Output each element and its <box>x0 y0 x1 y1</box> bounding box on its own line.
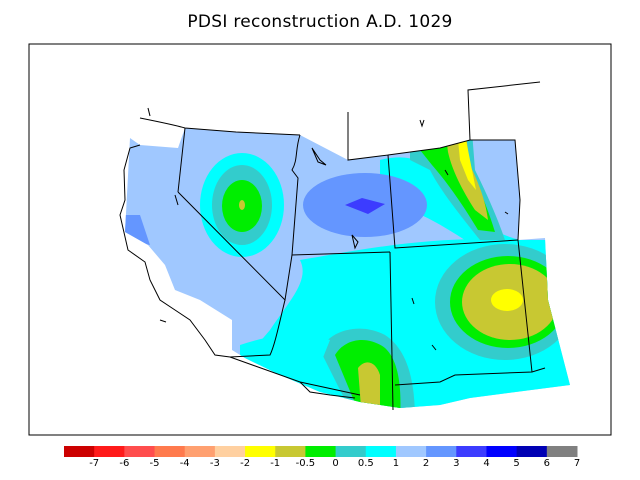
lakes <box>147 107 509 351</box>
legend-colorbar <box>64 446 578 457</box>
contour-band-0.5-1 <box>240 334 330 365</box>
legend-tick-label: -7 <box>89 458 100 469</box>
map-title: PDSI reconstruction A.D. 1029 <box>187 12 453 32</box>
legend-swatch <box>335 446 367 457</box>
contour-band--2--1 <box>491 289 523 311</box>
legend-swatch <box>275 446 306 457</box>
legend-tick-label: 0.5 <box>357 458 374 469</box>
legend-swatch <box>154 446 186 457</box>
legend-tick-label: -0.5 <box>295 458 316 469</box>
legend-swatch <box>516 446 548 457</box>
legend-tick-label: 6 <box>543 458 550 469</box>
legend-tick-label: 5 <box>513 458 520 469</box>
pdsi-contours <box>125 128 570 408</box>
contour-band--2--1 <box>458 140 476 190</box>
legend-swatch <box>365 446 397 457</box>
legend-tick-label: 0 <box>332 458 339 469</box>
legend-swatch <box>184 446 216 457</box>
legend-tick-label: -5 <box>149 458 160 469</box>
legend-swatch <box>546 446 578 457</box>
legend-swatch <box>426 446 457 457</box>
legend-tick-labels: -7 -6 -5 -4 -3 -2 -1 -0.5 0 0.5 1 2 3 4 5 6 7 <box>0 458 640 474</box>
contour-band--1--0.5 <box>239 200 245 210</box>
legend-tick-label: 3 <box>453 458 460 469</box>
legend-tick-label: 1 <box>392 458 400 469</box>
legend-tick-label: -2 <box>240 458 251 469</box>
legend-swatch <box>395 446 427 457</box>
legend-swatch <box>245 446 276 457</box>
legend-tick-label: 7 <box>573 458 581 469</box>
legend-tick-label: -1 <box>270 458 281 469</box>
legend-tick-label: -6 <box>119 458 130 469</box>
legend-tick-label: 4 <box>483 458 490 469</box>
legend-tick-label: -3 <box>209 458 220 469</box>
legend-tick-label: -4 <box>179 458 190 469</box>
legend-swatch <box>124 446 156 457</box>
legend-swatch <box>64 446 95 457</box>
legend-swatch <box>486 446 518 457</box>
legend-tick-label: 2 <box>422 458 430 469</box>
legend-swatch <box>94 446 125 457</box>
legend-swatch <box>456 446 487 457</box>
legend-swatch <box>214 446 246 457</box>
state-boundaries <box>119 81 546 411</box>
legend-swatch <box>305 446 337 457</box>
contour-band-3-4 <box>345 198 385 214</box>
